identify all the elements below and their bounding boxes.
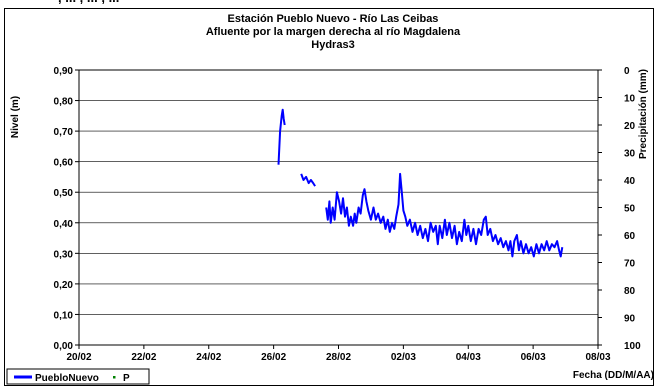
- x-tick-label: 28/02: [326, 352, 351, 363]
- y2-tick-label: 30: [624, 149, 636, 160]
- y-axis-ticks: 0,00 0,10 0,20 0,30 0,40 0,50 0,60 0,70 0,80 0,90: [54, 66, 79, 352]
- cropped-header-fragment: , ... , ... , ...: [58, 0, 119, 5]
- legend: PuebloNuevo P: [6, 368, 150, 385]
- x-tick-label: 06/03: [521, 352, 546, 363]
- x-tick-label: 02/03: [391, 352, 416, 363]
- y2-axis-label: Precipitación (mm): [638, 69, 649, 159]
- y2-tick-label: 90: [624, 314, 636, 325]
- chart-title: Estación Pueblo Nuevo - Río Las Ceibas A…: [206, 13, 461, 51]
- x-axis-label: Fecha (DD/M/AA): [573, 370, 654, 381]
- x-tick-label: 08/03: [585, 352, 610, 363]
- cropped-header-text: , ... , ... , ...: [0, 0, 658, 8]
- series-line-pueblonuevo: [300, 173, 316, 187]
- y-tick-label: 0,40: [54, 219, 74, 230]
- y2-tick-label: 10: [624, 94, 636, 105]
- legend-label-pueblonuevo: PuebloNuevo: [35, 373, 99, 384]
- legend-swatch-p: [113, 376, 116, 379]
- plot-area: [78, 69, 599, 346]
- y-tick-label: 0,00: [54, 341, 74, 352]
- x-axis-ticks: 20/02 22/02 24/02 26/02 28/02 02/03 04/03 06/03…: [66, 345, 611, 363]
- y-tick-label: 0,30: [54, 249, 74, 260]
- y-axis-label: Nivel (m): [10, 96, 21, 138]
- x-tick-label: 22/02: [131, 352, 156, 363]
- x-tick-label: 24/02: [196, 352, 221, 363]
- y-tick-label: 0,70: [54, 127, 74, 138]
- chart-title-line-1: Estación Pueblo Nuevo - Río Las Ceibas: [228, 13, 439, 25]
- chart-title-line-2: Afluente por la margen derecha al río Ma…: [206, 26, 461, 38]
- y2-tick-label: 20: [624, 121, 636, 132]
- series-line-pueblonuevo: [277, 108, 286, 165]
- x-tick-label: 20/02: [66, 352, 91, 363]
- legend-box: [6, 368, 150, 385]
- y2-tick-label: 80: [624, 286, 636, 297]
- y2-tick-label: 70: [624, 259, 636, 270]
- y-tick-label: 0,90: [54, 66, 74, 77]
- y-tick-label: 0,80: [54, 97, 74, 108]
- chart-title-line-3: Hydras3: [311, 39, 354, 51]
- series-line-pueblonuevo: [325, 172, 564, 258]
- y-tick-label: 0,10: [54, 310, 74, 321]
- chart-frame: [4, 8, 654, 386]
- x-tick-label: 04/03: [456, 352, 481, 363]
- y2-tick-label: 100: [624, 341, 641, 352]
- y2-tick-label: 40: [624, 176, 636, 187]
- gridlines: [79, 100, 598, 315]
- y-tick-label: 0,20: [54, 280, 74, 291]
- y-tick-label: 0,50: [54, 188, 74, 199]
- y2-tick-label: 0: [624, 66, 630, 77]
- y2-tick-label: 60: [624, 231, 636, 242]
- y2-tick-label: 50: [624, 204, 636, 215]
- series-layer: [277, 108, 564, 258]
- y-tick-label: 0,60: [54, 158, 74, 169]
- x-tick-label: 26/02: [261, 352, 286, 363]
- legend-label-p: P: [123, 373, 130, 384]
- y2-axis-ticks: 0 10 20 30 40 50 60 70 80 90 100: [598, 66, 641, 352]
